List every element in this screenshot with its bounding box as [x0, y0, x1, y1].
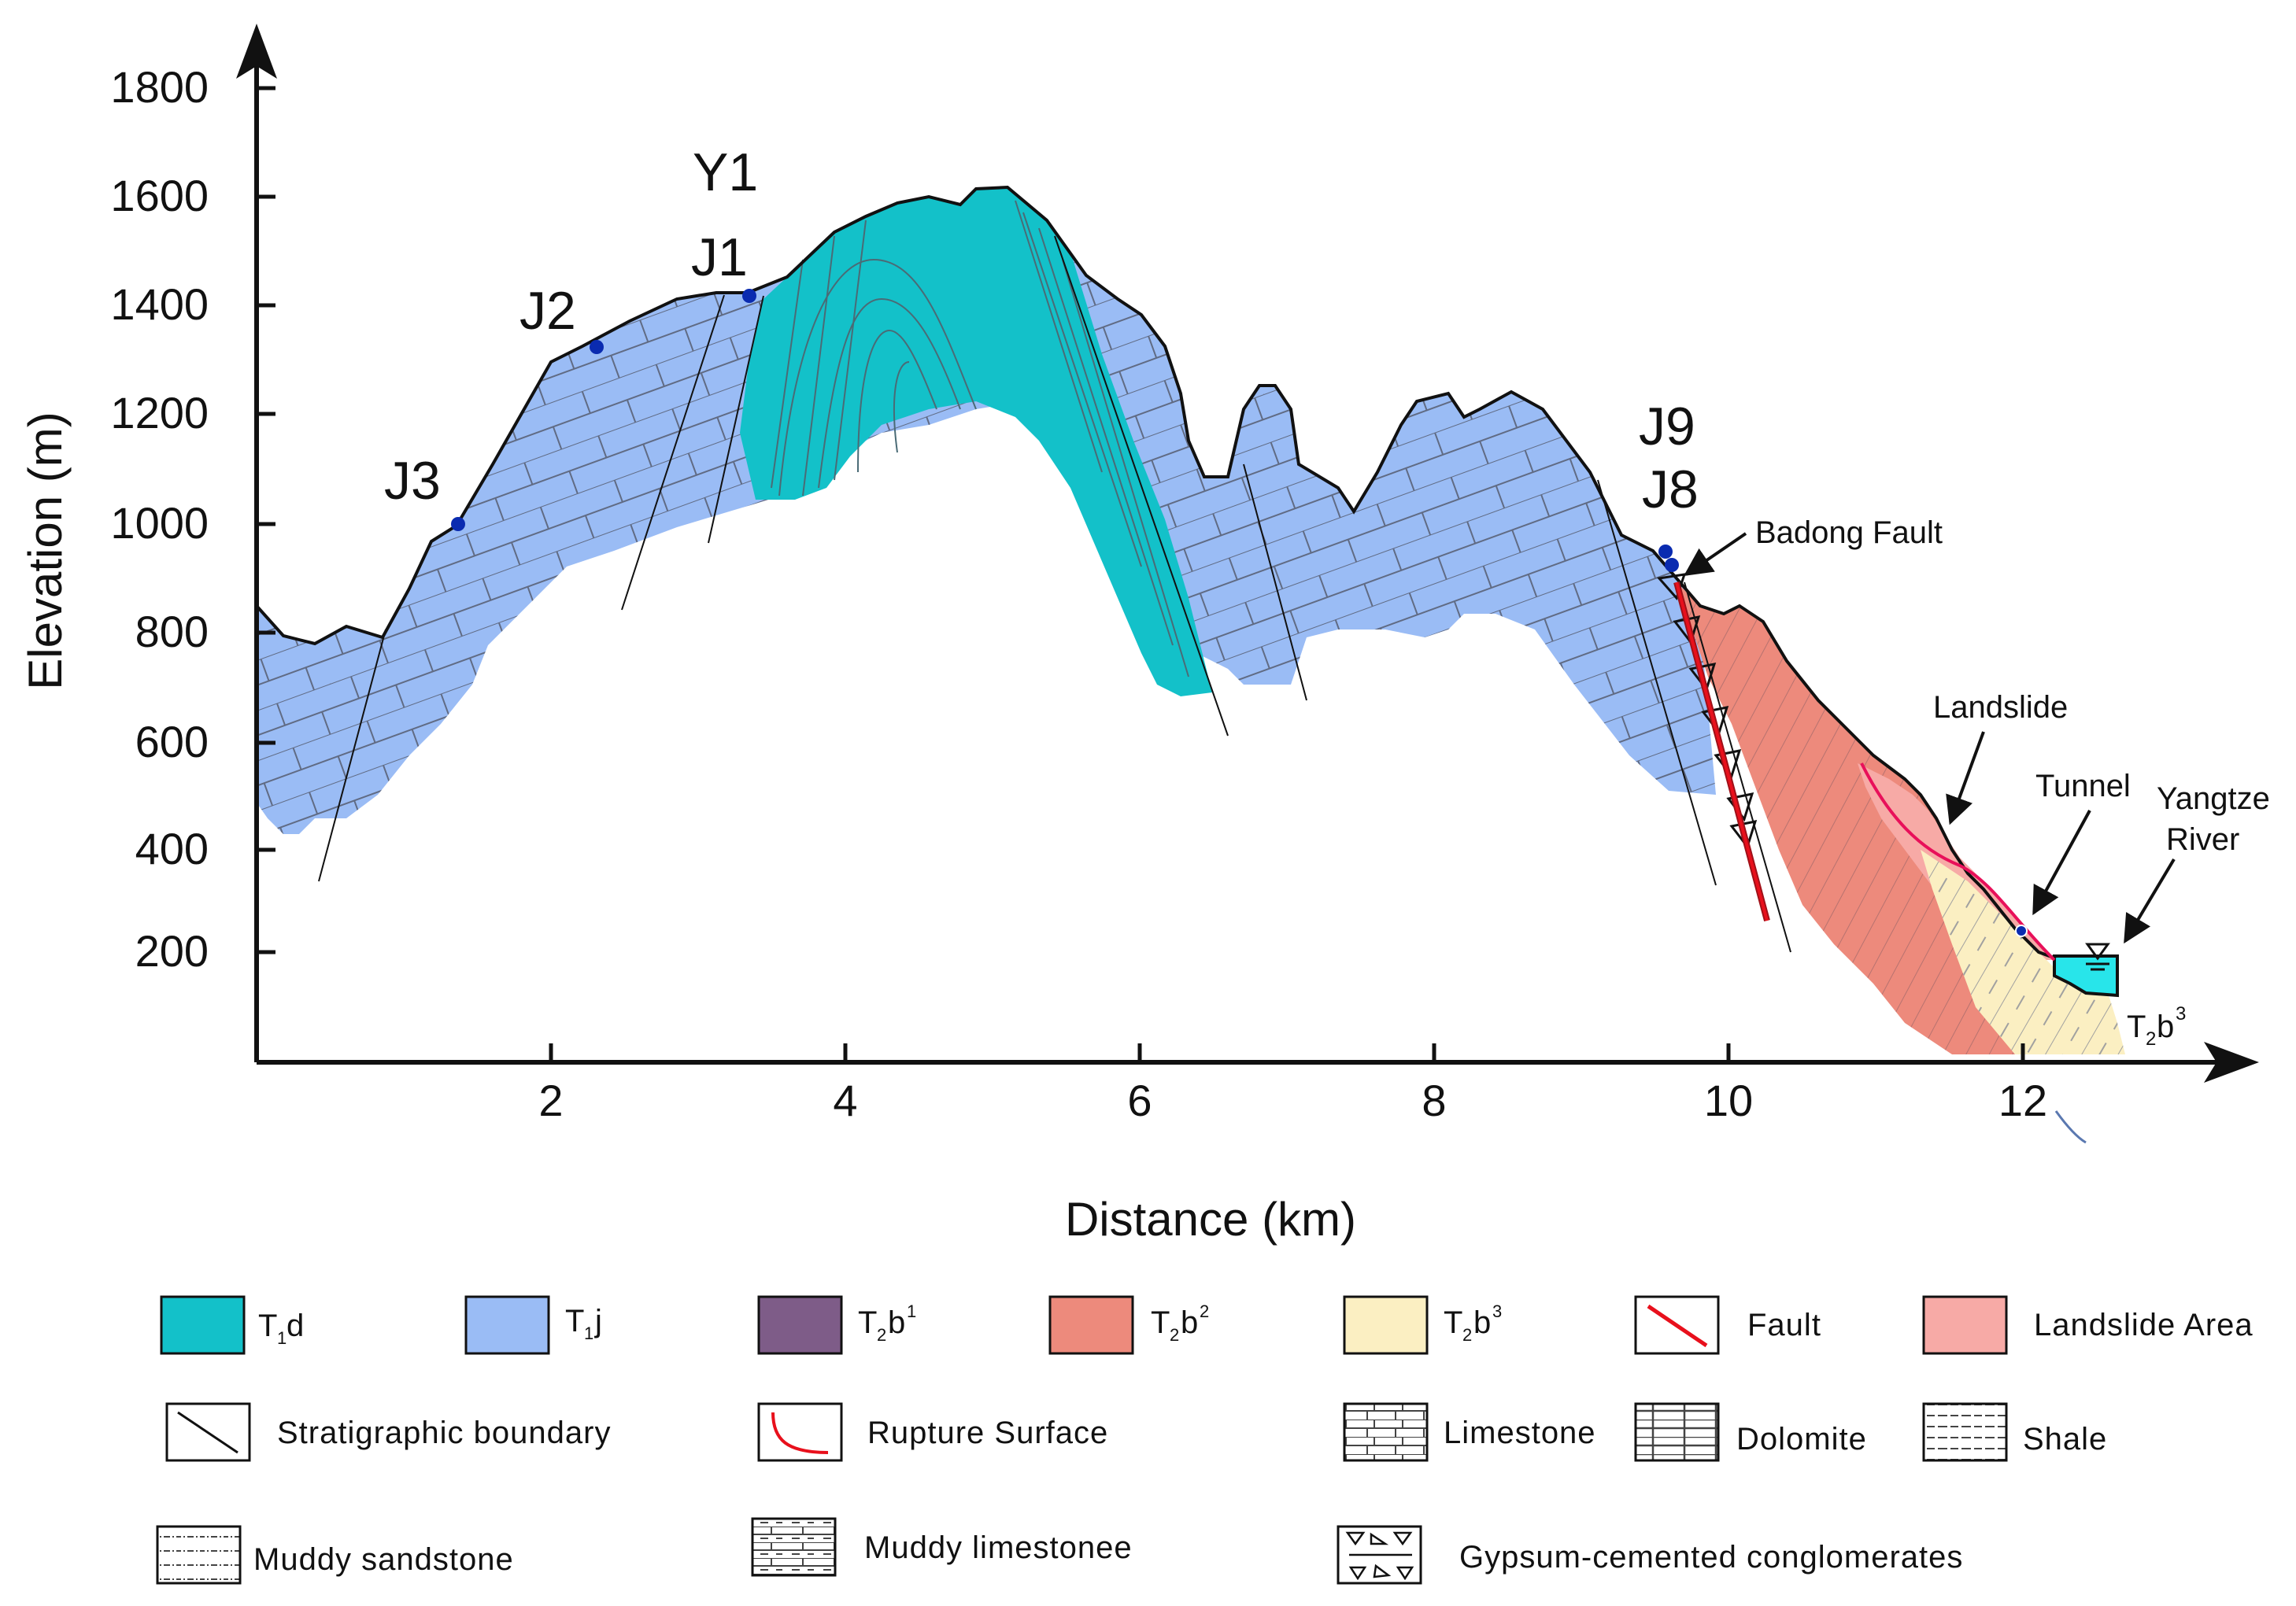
x-axis-arrowhead — [2204, 1042, 2259, 1083]
svg-text:T: T — [2127, 1010, 2146, 1044]
legend-swatch-landslide-area — [1922, 1295, 2008, 1355]
legend-label-t2b3: T 2 b 3 — [1444, 1301, 1502, 1345]
y-tick-label: 800 — [135, 607, 209, 656]
legend-swatch-t1d — [160, 1295, 246, 1355]
svg-text:T: T — [1151, 1305, 1170, 1340]
y-axis-arrowhead — [236, 24, 277, 79]
x-tick-label: 6 — [1127, 1076, 1152, 1125]
legend-swatch-t1j — [464, 1295, 550, 1355]
legend: T 1 d T 1 j T 2 b 1 T 2 b 2 T 2 b — [156, 1295, 2253, 1585]
y-tick-label: 1600 — [110, 171, 209, 220]
legend-label-t2b1: T 2 b 1 — [858, 1301, 916, 1345]
station-label-j8: J8 — [1642, 460, 1699, 519]
legend-label-limestone: Limestone — [1444, 1416, 1596, 1450]
x-tick-label: 2 — [538, 1076, 563, 1125]
y-tick-label: 400 — [135, 824, 209, 873]
svg-text:2: 2 — [2146, 1028, 2156, 1050]
legend-label-muddy-sandstone: Muddy sandstone — [253, 1542, 514, 1577]
x-axis-title: Distance (km) — [1065, 1193, 1356, 1246]
svg-text:2: 2 — [1462, 1325, 1472, 1345]
station-label-y1: Y1 — [693, 142, 758, 202]
svg-text:T: T — [258, 1309, 277, 1343]
legend-label-t1d: T 1 d — [258, 1309, 304, 1348]
svg-text:T: T — [858, 1305, 877, 1340]
station-label-j9: J9 — [1639, 397, 1695, 456]
axes — [254, 47, 2220, 1065]
y-tick-label: 1400 — [110, 279, 209, 329]
station-dot-j9 — [1658, 545, 1673, 559]
legend-swatch-muddy-sandstone — [156, 1525, 242, 1585]
legend-swatch-limestone — [1343, 1402, 1429, 1462]
svg-text:1: 1 — [277, 1328, 287, 1348]
tunnel-marker — [2015, 925, 2028, 937]
landslide-area-region — [1858, 763, 2054, 960]
legend-label-muddy-limestone: Muddy limestonee — [864, 1530, 1133, 1565]
svg-text:d: d — [287, 1309, 304, 1343]
svg-text:T: T — [565, 1304, 584, 1338]
stratigraphic-boundaries — [318, 235, 1791, 953]
annotation-river-text: River — [2166, 822, 2239, 857]
legend-label-rupture-surface: Rupture Surface — [867, 1416, 1108, 1450]
legend-swatch-rupture-surface — [757, 1402, 843, 1462]
legend-label-t1j: T 1 j — [565, 1304, 602, 1343]
station-dot-j2 — [590, 340, 604, 354]
legend-label-dolomite: Dolomite — [1736, 1422, 1867, 1456]
annotation-t2b3-base: T 2 b 3 — [2127, 1003, 2186, 1050]
svg-text:b: b — [2157, 1010, 2174, 1044]
y-tick-label: 600 — [135, 717, 209, 766]
svg-text:2: 2 — [1170, 1325, 1179, 1345]
svg-text:b: b — [1181, 1305, 1198, 1340]
y-axis-title: Elevation (m) — [19, 412, 72, 689]
legend-label-landslide-area: Landslide Area — [2034, 1308, 2253, 1342]
legend-label-shale: Shale — [2023, 1422, 2107, 1456]
station-dot-j3 — [451, 517, 465, 531]
svg-text:2: 2 — [1200, 1301, 1209, 1321]
svg-text:1: 1 — [584, 1324, 593, 1343]
annotation-tunnel: Tunnel — [2035, 769, 2131, 803]
legend-swatch-muddy-limestone — [751, 1517, 837, 1577]
legend-swatch-t2b2 — [1048, 1295, 1134, 1355]
station-dot-j1 — [742, 289, 756, 303]
cross-section — [255, 185, 2125, 1054]
svg-text:3: 3 — [1492, 1301, 1502, 1321]
legend-label-gypsum: Gypsum-cemented conglomerates — [1459, 1540, 1963, 1575]
svg-text:3: 3 — [2176, 1003, 2186, 1025]
yangtze-river-water — [2053, 954, 2119, 998]
annotation-landslide: Landslide — [1933, 690, 2068, 725]
x-tick-label: 8 — [1422, 1076, 1446, 1125]
legend-swatch-shale — [1922, 1402, 2008, 1462]
station-label-j3: J3 — [384, 451, 441, 511]
terrain-surface-line — [255, 185, 2057, 960]
station-dot-j8 — [1665, 558, 1679, 572]
legend-label-fault: Fault — [1747, 1308, 1821, 1342]
x-tick-label: 12 — [1998, 1076, 2047, 1125]
x-tick-label: 10 — [1704, 1076, 1753, 1125]
legend-swatch-dolomite — [1634, 1402, 1720, 1462]
legend-label-t2b2: T 2 b 2 — [1151, 1301, 1209, 1345]
svg-text:1: 1 — [907, 1301, 916, 1321]
y-tick-label: 1000 — [110, 498, 209, 548]
legend-swatch-t2b3 — [1343, 1295, 1429, 1355]
svg-text:2: 2 — [877, 1325, 886, 1345]
rupture-surface-line — [1860, 762, 2056, 962]
svg-text:j: j — [594, 1304, 602, 1338]
svg-text:T: T — [1444, 1305, 1462, 1340]
y-tick-label: 200 — [135, 926, 209, 976]
y-tick-label: 1800 — [110, 62, 209, 112]
svg-text:b: b — [1473, 1305, 1491, 1340]
station-label-j2: J2 — [519, 281, 576, 341]
station-label-j1: J1 — [691, 227, 748, 287]
y-tick-label: 1200 — [110, 388, 209, 437]
x-tick-label: 4 — [833, 1076, 857, 1125]
svg-text:b: b — [888, 1305, 905, 1340]
annotation-yangtze: Yangtze — [2157, 781, 2270, 816]
legend-swatch-t2b1 — [757, 1295, 843, 1355]
annotation-badong-fault: Badong Fault — [1755, 515, 1943, 550]
legend-label-stratigraphic-boundary: Stratigraphic boundary — [277, 1416, 611, 1450]
